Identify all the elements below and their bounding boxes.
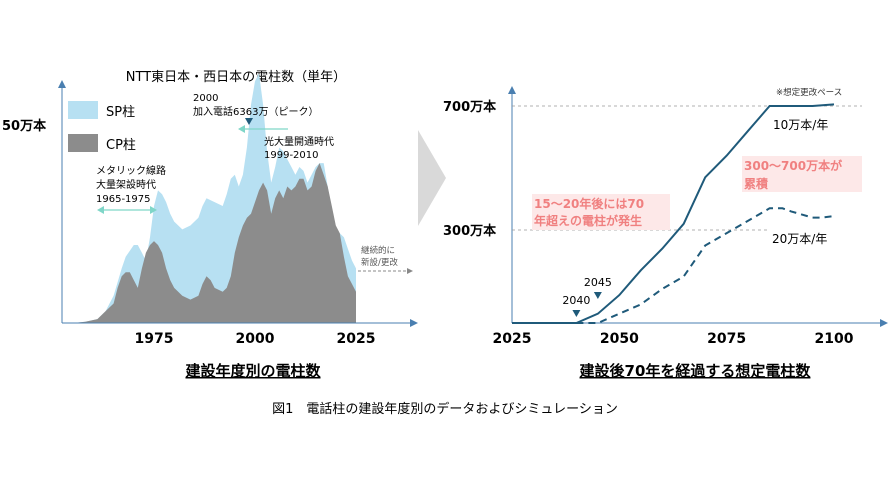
optical-era-arrow-icon [238,125,245,133]
callout-bg-emergence [532,194,670,230]
line-series-10man [512,103,835,324]
marker-2040-icon [572,310,581,317]
right-chart: 700万本 300万本 2025 2050 2075 2100 2040 2045 ※想… [443,86,888,380]
series-label-10man: 10万本/年 [773,118,828,132]
legend-swatch-sp [68,101,98,119]
renewal-arrow-icon [407,268,413,274]
right-x-tick-2100: 2100 [815,331,854,347]
peak-marker-icon [245,118,253,125]
legend-swatch-cp [68,134,98,152]
legend-label-sp: SP柱 [106,105,135,120]
left-y-tick-label: 50万本 [2,118,46,134]
marker-label-2045: 2045 [584,276,612,289]
callout-emergence-line2: 年超えの電柱が発生 [534,213,642,228]
callout-emergence-line1: 15～20年後には70 [534,196,644,211]
right-y-tick-700: 700万本 [443,99,496,115]
left-x-tick-labels: 1975 2000 2025 [135,331,376,347]
left-x-tick-2000: 2000 [236,331,275,347]
metallic-era-sub: 大量架設時代 [96,178,156,191]
series-label-20man: 20万本/年 [772,232,827,246]
callout-accumulate-line1: 300～700万本が [744,158,842,173]
legend-label-cp: CP柱 [106,138,136,153]
right-x-tick-2075: 2075 [707,331,746,347]
left-y-axis-arrow-icon [58,80,66,88]
right-y-axis-arrow-icon [508,86,516,94]
peak-year-annotation: 2000 [193,93,218,104]
figure-caption: 図1 電話柱の建設年度別のデータおよびシミュレーション [272,401,618,417]
callout-accumulate-line2: 累積 [744,176,769,191]
right-x-axis-arrow-icon [880,319,888,327]
right-x-tick-labels: 2025 2050 2075 2100 [493,331,854,347]
left-x-axis-arrow-icon [410,319,418,327]
callout-bg-accumulate [742,156,862,192]
optical-era-years: 1999-2010 [264,150,319,161]
right-chart-caption: 建設後70年を経過する想定電柱数 [580,362,812,380]
cp-area-series [61,163,356,323]
left-x-tick-2025: 2025 [337,331,376,347]
right-x-tick-2025: 2025 [493,331,532,347]
right-x-tick-2050: 2050 [600,331,639,347]
renewal-label: 継続的に [361,245,395,256]
transition-chevron-icon [418,130,446,226]
year-markers: 2040 2045 [562,276,612,317]
left-chart-title: NTT東日本・西日本の電柱数（単年） [126,69,346,85]
left-x-tick-1975: 1975 [135,331,174,347]
optical-era-label: 光大量開通時代 [264,135,334,148]
metallic-era-arrow-left-icon [97,206,104,214]
metallic-era-years: 1965-1975 [96,194,151,205]
metallic-era-arrow-right-icon [150,206,157,214]
marker-2045-icon [593,292,602,299]
line-series-20man [576,207,835,324]
left-chart-caption: 建設年度別の電柱数 [185,362,321,380]
peak-subscriber-annotation: 加入電話6363万（ピーク） [193,105,318,118]
marker-label-2040: 2040 [562,294,590,307]
left-chart: NTT東日本・西日本の電柱数（単年） 50万本 1975 2000 2025 SP柱… [2,69,418,380]
renewal-sub: 新設/更改 [361,257,398,268]
metallic-era-label: メタリック線路 [96,164,166,177]
pace-note: ※想定更改ペース [776,87,842,98]
right-y-tick-300: 300万本 [443,223,496,239]
